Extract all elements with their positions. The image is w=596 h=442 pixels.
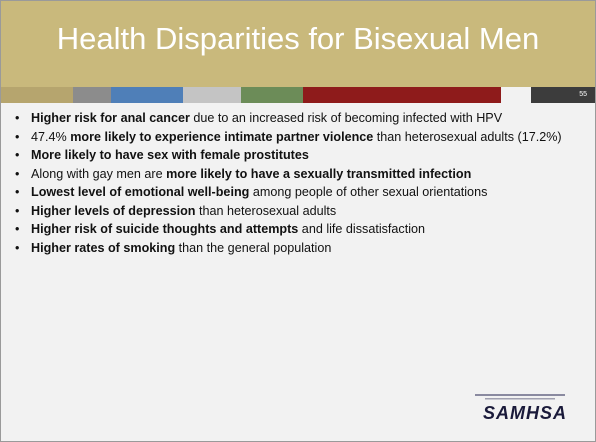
title-band: Health Disparities for Bisexual Men <box>1 1 595 87</box>
bullet-text: Higher rates of smoking <box>31 240 176 255</box>
bullet-text: and life dissatisfaction <box>298 222 426 236</box>
bullet: Lowest level of emotional well-being amo… <box>15 185 585 201</box>
strip-segment <box>111 87 183 103</box>
bullet-text: 47.4% <box>31 129 71 144</box>
bullet: More likely to have sex with female pros… <box>15 148 585 164</box>
strip-segment <box>183 87 241 103</box>
bullet-text: among people of other sexual orientation… <box>249 185 488 199</box>
bullet: Higher rates of smoking than the general… <box>15 241 585 257</box>
logo: SAMHSA <box>482 403 567 423</box>
strip-segment <box>501 87 531 103</box>
bullet-text: than heterosexual adults (17.2%) <box>373 129 562 144</box>
bullet-text: more likely to have a sexually transmitt… <box>166 166 472 181</box>
bullet-text: Along with gay men are <box>31 166 167 181</box>
bullet-text: Higher levels of depression <box>31 203 196 218</box>
page-number: 55 <box>531 87 595 103</box>
color-strip: 55 <box>1 87 595 103</box>
strip-segment <box>241 87 303 103</box>
bullet-list: Higher risk for anal cancer due to an in… <box>15 111 585 259</box>
strip-segment <box>1 87 73 103</box>
bullet-text: than heterosexual adults <box>195 203 337 218</box>
bullet-text: more likely to experience intimate partn… <box>70 129 374 144</box>
strip-segment <box>73 87 111 103</box>
bullet: Along with gay men are more likely to ha… <box>15 167 585 183</box>
bullet: Higher risk of suicide thoughts and atte… <box>15 222 585 238</box>
bullet-text: Higher risk for anal cancer <box>31 111 190 125</box>
bullet: 47.4% more likely to experience intimate… <box>15 130 585 146</box>
strip-segment <box>303 87 501 103</box>
bullet: Higher risk for anal cancer due to an in… <box>15 111 585 127</box>
bullet-text: than the general population <box>175 240 332 255</box>
bullet-text: Lowest level of emotional well-being <box>31 185 250 199</box>
bullet: Higher levels of depression than heteros… <box>15 204 585 220</box>
bullet-text: Higher risk of suicide thoughts and atte… <box>31 222 299 236</box>
bullet-text: More likely to have sex with female pros… <box>31 148 309 162</box>
logo-fine-print <box>475 394 565 400</box>
logo-line <box>485 398 555 400</box>
title: Health Disparities for Bisexual Men <box>56 21 540 56</box>
bullet-text: due to an increased risk of becoming inf… <box>189 111 503 125</box>
logo-line <box>475 394 565 396</box>
